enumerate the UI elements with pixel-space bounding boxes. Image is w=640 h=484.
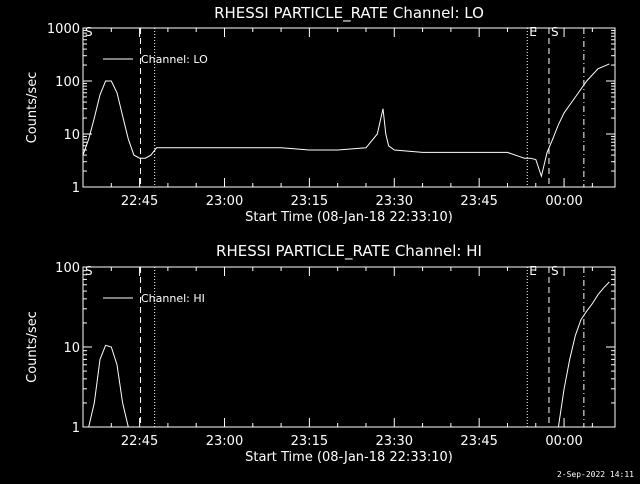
panel-1-marker-label-e: E [529, 25, 537, 39]
panel-2-x-tick-label-23-00: 23:00 [206, 434, 243, 449]
panel-2-x-tick-label-23-30: 23:30 [376, 434, 413, 449]
panel-2-x-tick-label-23-45: 23:45 [460, 434, 497, 449]
panel-2-series-line-channel-hi-segment-1 [89, 345, 129, 427]
panel-1-x-tick-label-23-00: 23:00 [206, 194, 243, 209]
panel-2-x-tick-label-23-15: 23:15 [291, 434, 328, 449]
panel-1-series-line-channel-lo [83, 64, 609, 176]
panel-1-y-tick-label-100: 100 [55, 75, 80, 90]
panel-2-title: RHESSI PARTICLE_RATE Channel: HI [216, 242, 482, 261]
panel-1-x-tick-label-23-45: 23:45 [460, 194, 497, 209]
panel-1-x-tick-label-00-00: 00:00 [545, 194, 582, 209]
panel-2-x-tick-label-22-45: 22:45 [121, 434, 158, 449]
panel-1-x-tick-label-23-30: 23:30 [376, 194, 413, 209]
panel-2-marker-label-s: S [551, 264, 559, 278]
panel-2-marker-label-s-left: S [85, 264, 93, 278]
panel-2-x-axis-label: Start Time (08-Jan-18 22:33:10) [245, 450, 453, 465]
panel-2-x-tick-label-00-00: 00:00 [545, 434, 582, 449]
panel-1-x-axis-label: Start Time (08-Jan-18 22:33:10) [245, 210, 453, 225]
panel-1-x-tick-label-22-45: 22:45 [121, 194, 158, 209]
panel-1-marker-label-s: S [551, 25, 559, 39]
panel-1-marker-label-s-left: S [85, 25, 93, 39]
panel-1-y-tick-label-1000: 1000 [47, 22, 80, 37]
panel-1-plot-frame [83, 28, 615, 187]
panel-2-y-tick-label-100: 100 [55, 261, 80, 276]
panel-1-y-tick-label-1: 1 [72, 181, 80, 196]
panel-1-x-tick-label-23-15: 23:15 [291, 194, 328, 209]
panel-2-plot-frame [83, 267, 615, 427]
footer-timestamp: 2-Sep-2022 14:11 [557, 470, 634, 479]
panel-2-legend-label: Channel: HI [141, 292, 205, 305]
panel-1-title: RHESSI PARTICLE_RATE Channel: LO [214, 4, 484, 23]
panel-2-y-tick-label-10: 10 [63, 341, 80, 356]
panel-1-legend-label: Channel: LO [141, 53, 208, 66]
panel-1-y-tick-label-10: 10 [63, 128, 80, 143]
panel-2-y-axis-label: Counts/sec [25, 311, 40, 383]
panel-2-marker-label-e: E [529, 264, 537, 278]
panel-2-y-tick-label-1: 1 [72, 421, 80, 436]
panel-1-y-axis-label: Counts/sec [25, 72, 40, 144]
